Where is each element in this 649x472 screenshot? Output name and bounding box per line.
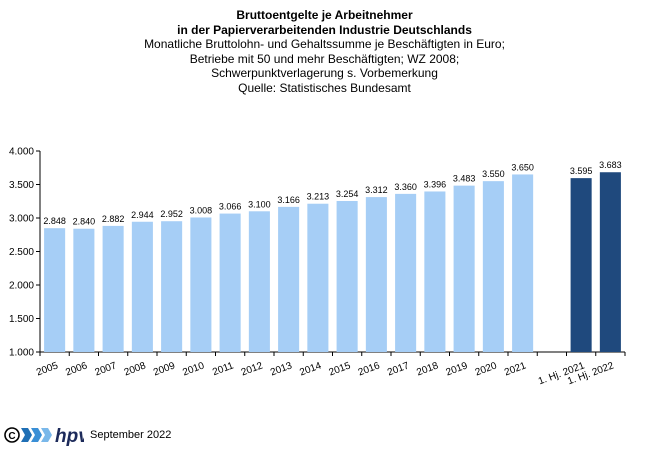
data-label: 3.595 <box>570 166 593 176</box>
bar <box>131 221 153 352</box>
y-tick-label: 1.000 <box>9 348 34 359</box>
bar <box>161 221 183 352</box>
svg-text:C: C <box>8 431 15 442</box>
bar <box>44 228 66 352</box>
chart-subtitle-line3: Schwerpunktverlagerung s. Vorbemerkung <box>211 66 438 80</box>
data-label: 3.550 <box>482 169 505 179</box>
bar <box>365 197 387 352</box>
bar <box>102 225 124 352</box>
x-tick-label: 2007 <box>93 360 118 378</box>
bar <box>512 174 534 352</box>
bar <box>190 217 212 352</box>
bar <box>599 172 621 352</box>
data-label: 3.396 <box>424 179 447 189</box>
y-tick-label: 3.500 <box>9 180 34 191</box>
chart-title-line2: in der Papierverarbeitenden Industrie De… <box>177 22 472 37</box>
bar <box>248 211 270 352</box>
x-tick-label: 2010 <box>181 360 206 378</box>
x-tick-label: 2020 <box>474 360 499 378</box>
x-tick-label: 2009 <box>152 360 177 378</box>
data-label: 2.840 <box>73 217 96 227</box>
data-label: 3.360 <box>394 182 417 192</box>
chart-subtitle-line1: Monatliche Bruttolohn- und Gehaltssumme … <box>144 37 505 51</box>
x-tick-label: 2013 <box>269 360 294 378</box>
data-label: 2.848 <box>43 216 66 226</box>
x-tick-label: 2017 <box>386 360 411 378</box>
chart-title-block: Bruttoentgelte je Arbeitnehmer in der Pa… <box>0 8 649 95</box>
y-tick-label: 4.000 <box>9 147 34 158</box>
y-tick-label: 2.500 <box>9 247 34 258</box>
x-tick-label: 2012 <box>240 360 265 378</box>
bar <box>73 228 95 352</box>
data-label: 3.312 <box>365 185 388 195</box>
footer-date: September 2022 <box>90 429 172 441</box>
bar <box>453 185 475 352</box>
data-label: 3.213 <box>307 192 330 202</box>
chart-subtitle-line2: Betriebe mit 50 und mehr Beschäftigten; … <box>189 51 460 66</box>
data-label: 2.882 <box>102 214 125 224</box>
x-tick-label: 2014 <box>298 360 323 378</box>
data-label: 3.166 <box>277 195 300 205</box>
x-tick-label: 2005 <box>35 360 60 378</box>
data-label: 3.008 <box>190 205 213 215</box>
y-tick-label: 1.500 <box>9 314 34 325</box>
x-tick-label: 2008 <box>123 360 148 378</box>
bar <box>395 193 417 352</box>
bar <box>219 213 241 352</box>
bar <box>570 178 592 352</box>
data-label: 2.952 <box>160 209 183 219</box>
bar <box>424 191 446 352</box>
hpv-logo: C hpv <box>4 426 84 446</box>
x-tick-label: 2011 <box>211 360 235 378</box>
data-label: 3.254 <box>336 189 359 199</box>
data-label: 2.944 <box>131 210 154 220</box>
bar <box>307 203 329 352</box>
chart-title-line1: Bruttoentgelte je Arbeitnehmer <box>236 8 413 22</box>
bar <box>278 206 300 352</box>
footer: C hpv September 2022 <box>4 424 171 446</box>
y-tick-label: 2.000 <box>9 281 34 292</box>
x-tick-label: 2016 <box>357 360 382 378</box>
data-label: 3.100 <box>248 199 271 209</box>
x-tick-label: 2018 <box>415 360 440 378</box>
x-tick-label: 2019 <box>444 360 469 378</box>
x-tick-label: 2015 <box>327 360 352 378</box>
logo-text: hpv <box>55 426 84 446</box>
x-tick-label: 2021 <box>503 360 528 378</box>
data-label: 3.683 <box>599 160 622 170</box>
bar <box>482 181 504 352</box>
data-label: 3.650 <box>511 162 534 172</box>
bar <box>336 200 358 352</box>
x-tick-label: 2006 <box>64 360 89 378</box>
data-label: 3.066 <box>219 202 242 212</box>
y-tick-label: 3.000 <box>9 214 34 225</box>
data-label: 3.483 <box>453 174 476 184</box>
chart-source: Quelle: Statistisches Bundesamt <box>238 80 411 95</box>
